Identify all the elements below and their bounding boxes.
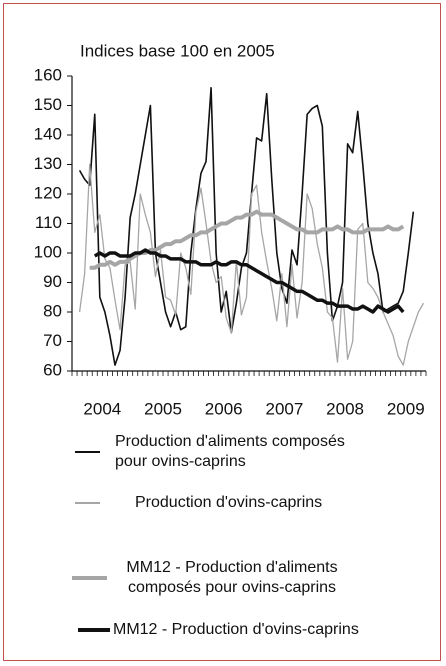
legend-swatch xyxy=(78,628,110,632)
y-tick-label: 120 xyxy=(34,183,62,202)
x-tick-label: 2007 xyxy=(265,399,303,418)
y-tick-label: 160 xyxy=(34,65,62,84)
y-tick-label: 110 xyxy=(35,213,62,232)
x-tick-label: 2005 xyxy=(144,399,182,418)
legend-label: Production d'ovins-caprins xyxy=(135,494,323,511)
frame xyxy=(3,3,441,661)
y-tick-label: 150 xyxy=(34,95,62,114)
x-tick-label: 2009 xyxy=(387,399,425,418)
x-tick-label: 2006 xyxy=(205,399,243,418)
legend-swatch xyxy=(75,451,100,453)
y-tick-label: 90 xyxy=(43,272,62,291)
y-tick-label: 80 xyxy=(43,301,62,320)
series-line xyxy=(78,87,415,366)
y-tick-label: 100 xyxy=(34,242,62,261)
y-tick-label: 140 xyxy=(34,124,62,143)
series-line xyxy=(93,248,405,314)
series-line xyxy=(78,163,425,366)
legend-label: Production d'aliments composés pour ovin… xyxy=(115,433,345,470)
x-tick-label: 2008 xyxy=(326,399,364,418)
legend-label: MM12 - Production d'aliments composés po… xyxy=(126,559,338,596)
legend-swatch xyxy=(75,502,100,504)
x-tick-label: 2004 xyxy=(83,399,121,418)
y-tick-label: 60 xyxy=(43,360,62,379)
legend-swatch xyxy=(72,576,107,580)
y-tick-label: 130 xyxy=(34,154,62,173)
y-axis-label: Indices base 100 en 2005 xyxy=(80,41,275,60)
legend-label: MM12 - Production d'ovins-caprins xyxy=(113,621,359,638)
y-tick-label: 70 xyxy=(43,331,62,350)
